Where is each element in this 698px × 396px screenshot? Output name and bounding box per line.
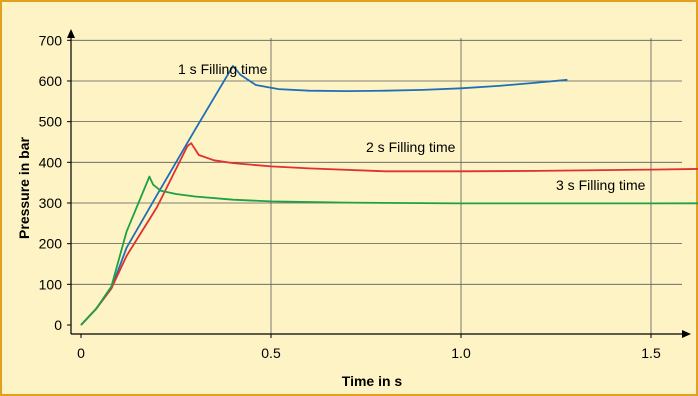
y-tick-label: 600 [39,73,63,89]
y-tick-label: 700 [39,32,63,48]
x-tick-label: 0.5 [261,345,281,361]
x-tick-label: 1.5 [641,345,661,361]
y-axis-arrow [67,29,75,38]
x-tick-label: 1.0 [451,345,471,361]
series-line-1 [80,65,568,326]
tick-labels: 00.51.01.52.02.53.0010020030040050060070… [39,32,661,361]
axes [67,29,691,338]
series-label-1s: 1 s Filling time [178,61,268,77]
series-label-2s: 2 s Filling time [366,139,456,155]
x-axis-arrow [682,330,691,338]
series-label-3s: 3 s Filling time [556,177,646,193]
y-tick-label: 0 [54,317,62,333]
y-tick-label: 200 [39,236,63,252]
series-lines [80,65,698,326]
y-tick-label: 500 [39,114,63,130]
x-tick-label: 0 [77,345,85,361]
x-axis-title: Time in s [342,373,403,389]
series-line-2 [80,142,698,326]
y-tick-label: 300 [39,195,63,211]
y-axis-title: Pressure in bar [16,136,32,238]
y-tick-label: 400 [39,154,63,170]
series-line-3 [80,175,698,326]
y-tick-label: 100 [39,276,63,292]
